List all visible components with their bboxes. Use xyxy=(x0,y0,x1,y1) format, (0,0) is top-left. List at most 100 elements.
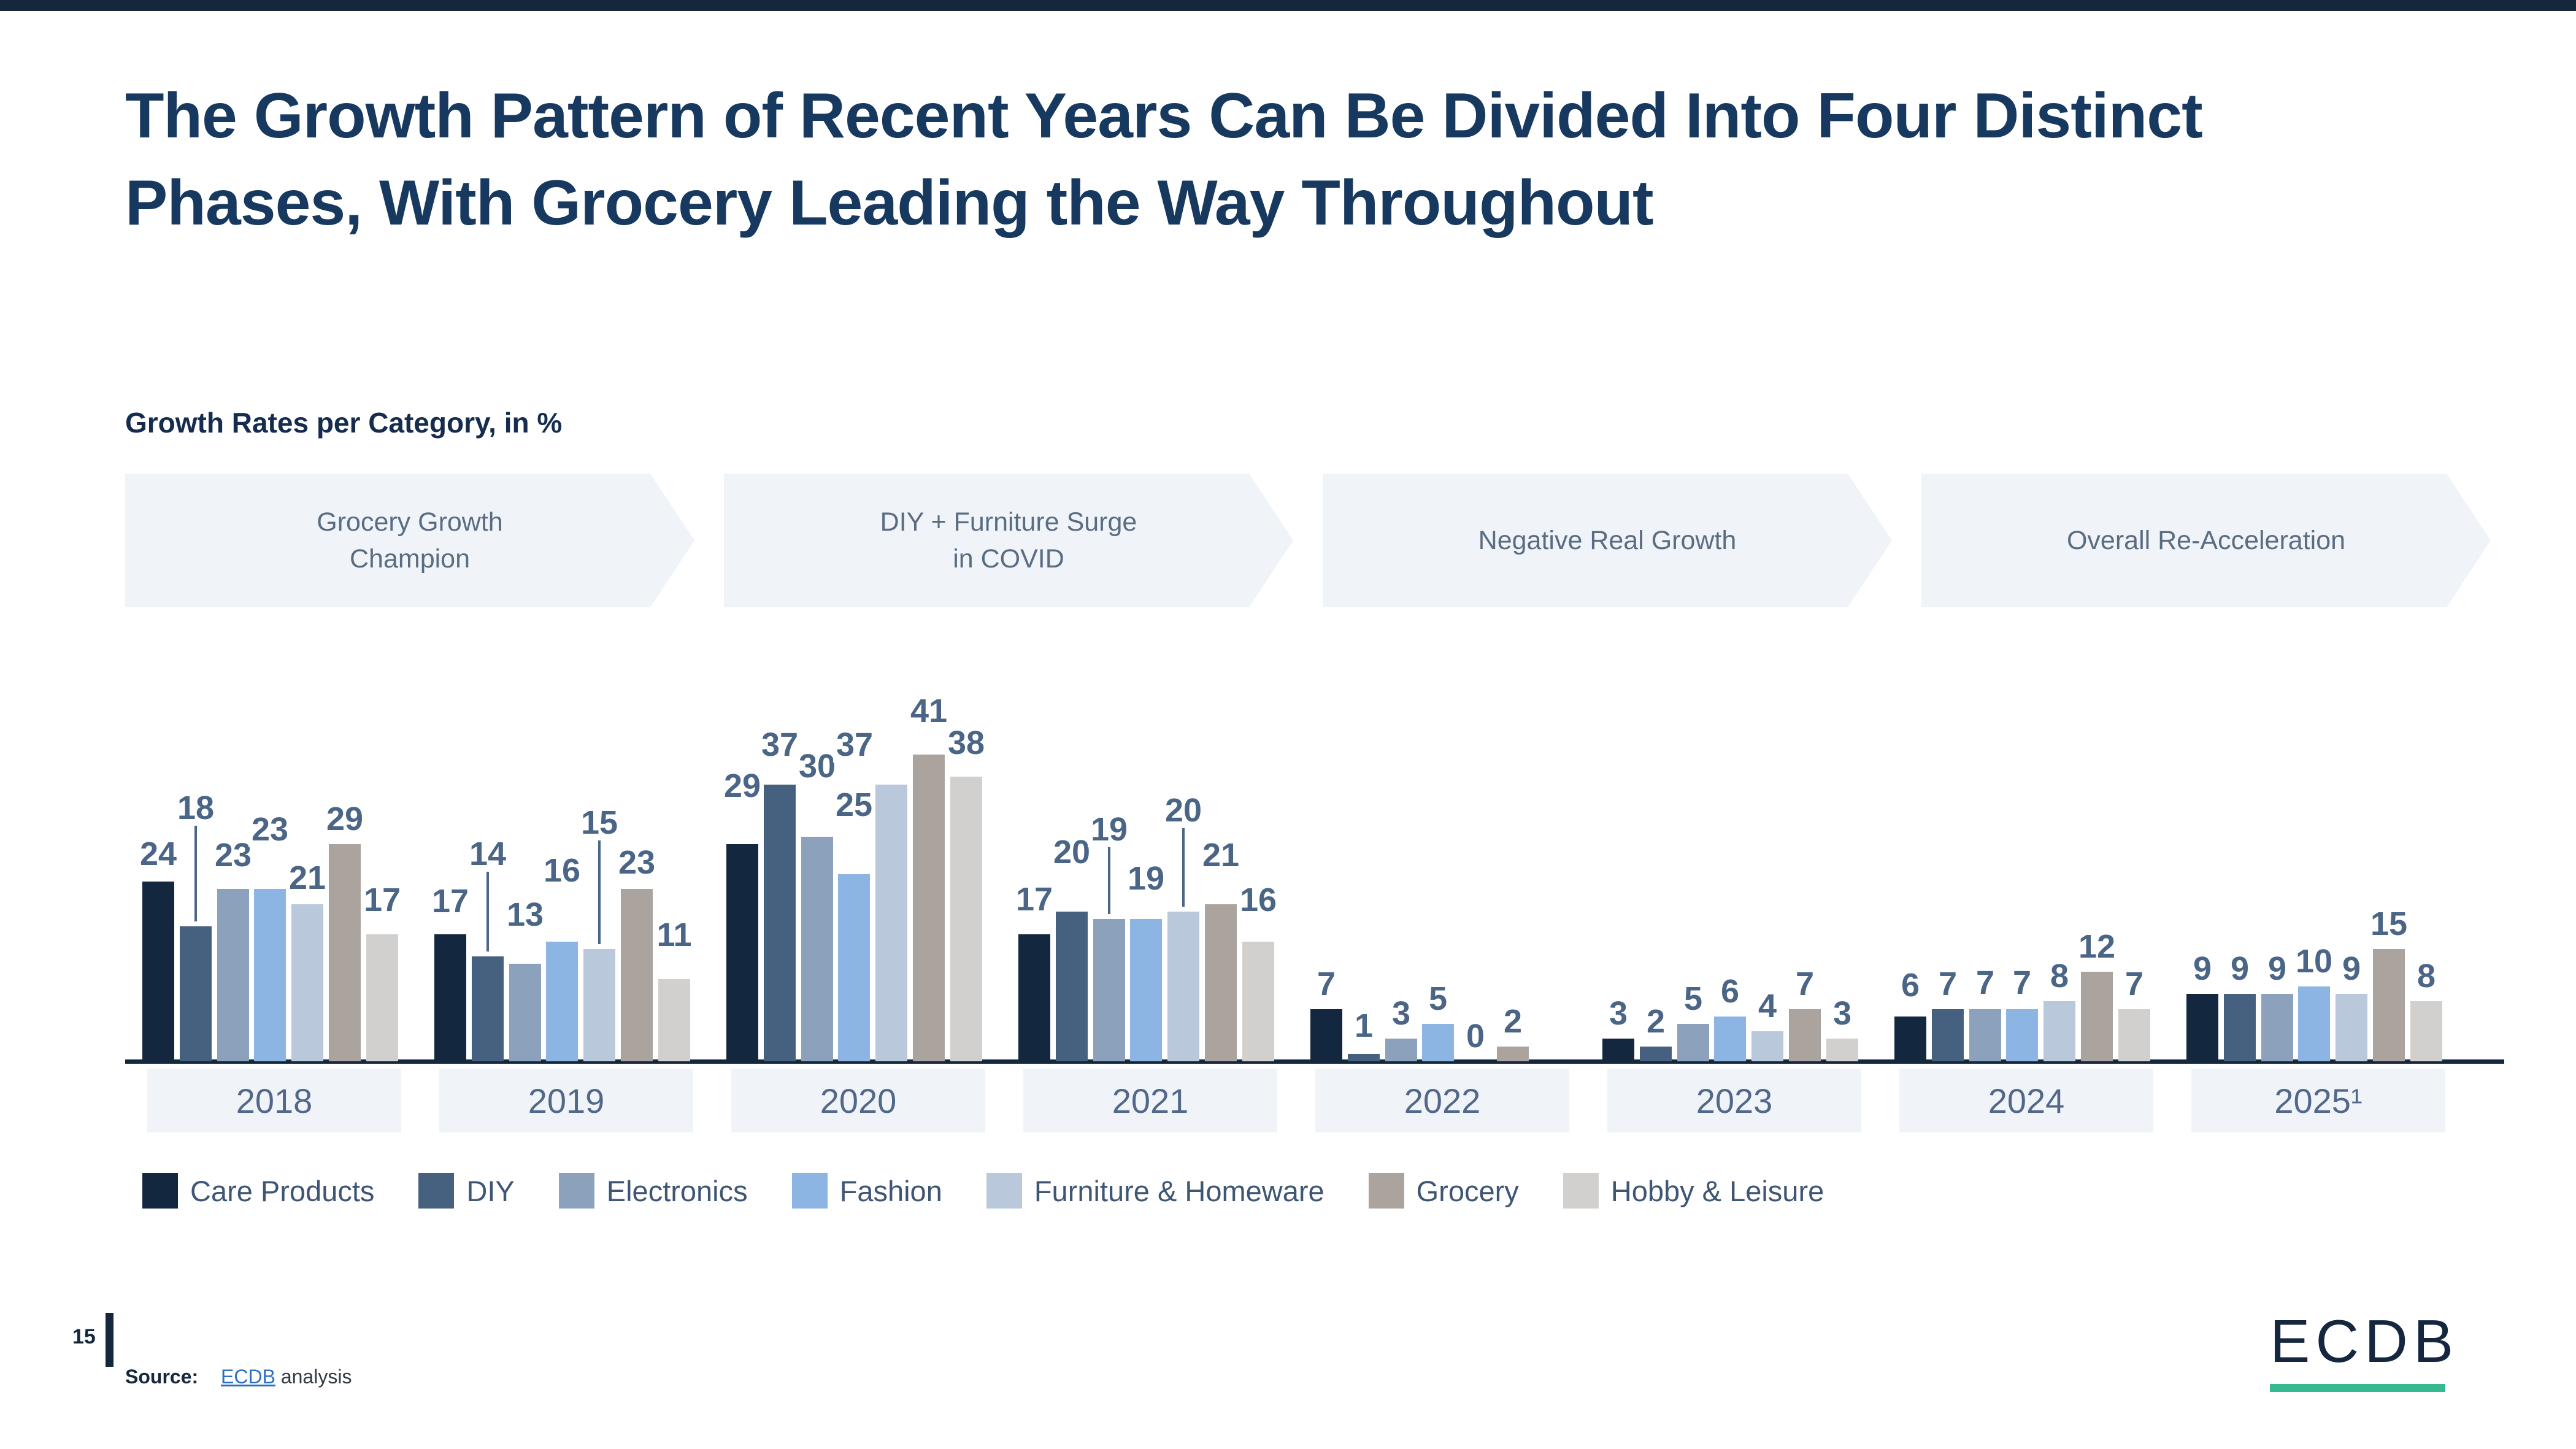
legend-label: Grocery xyxy=(1416,1174,1519,1207)
legend-label: Care Products xyxy=(190,1174,375,1207)
value-label: 2 xyxy=(1643,1004,1669,1039)
value-label: 7 xyxy=(2009,965,2035,1001)
value-label: 30 xyxy=(795,748,839,784)
year-label: 2023 xyxy=(1696,1081,1773,1120)
bar-2023-grocery xyxy=(1789,1009,1821,1061)
bar-2023-diy xyxy=(1640,1047,1672,1061)
value-label: 14 xyxy=(466,836,510,872)
value-label: 41 xyxy=(907,693,951,729)
value-label: 9 xyxy=(2339,951,2364,986)
value-label: 17 xyxy=(428,883,472,919)
bar-2025-care-products xyxy=(2186,994,2218,1061)
year-label-strip: 2021 xyxy=(1023,1069,1277,1132)
chart-legend: Care Products DIY Electronics Fashion Furnit… xyxy=(142,1173,1868,1209)
bar-2019-electronics xyxy=(509,964,541,1061)
value-label: 7 xyxy=(1313,966,1339,1002)
legend-swatch xyxy=(986,1173,1022,1209)
value-label: 7 xyxy=(1972,965,1998,1001)
legend-swatch xyxy=(1563,1173,1599,1209)
value-label: 20 xyxy=(1161,793,1205,828)
phase-arrow-label: Overall Re-Acceleration xyxy=(2066,526,2346,555)
value-label: 19 xyxy=(1087,812,1131,847)
value-label: 16 xyxy=(540,853,584,888)
value-label: 20 xyxy=(1050,834,1094,870)
value-label: 21 xyxy=(1199,837,1243,873)
value-label: 8 xyxy=(2047,958,2072,994)
legend-item-care-products: Care Products xyxy=(142,1173,374,1209)
bar-2022-grocery xyxy=(1497,1047,1529,1061)
value-label: 10 xyxy=(2292,944,2336,979)
value-label: 7 xyxy=(2121,966,2147,1002)
value-label: 3 xyxy=(1829,996,1855,1031)
bar-2020-electronics xyxy=(801,837,833,1061)
value-label: 9 xyxy=(2264,951,2290,986)
year-label-strip: 2018 xyxy=(147,1069,401,1132)
value-label: 29 xyxy=(720,768,764,804)
chart-subtitle: Growth Rates per Category, in % xyxy=(125,407,563,439)
value-label: 11 xyxy=(653,917,695,953)
page-number: 15 xyxy=(72,1325,96,1348)
bar-2020-fashion xyxy=(838,874,870,1061)
value-label: 21 xyxy=(285,860,329,896)
legend-item-furniture-homeware: Furniture & Homeware xyxy=(986,1173,1325,1209)
bar-2021-electronics xyxy=(1093,919,1125,1061)
x-axis-line xyxy=(125,1059,2504,1064)
value-label: 29 xyxy=(323,801,367,837)
value-label: 5 xyxy=(1680,981,1706,1017)
bar-2018-fashion xyxy=(254,889,286,1061)
value-label-callout-line xyxy=(1108,847,1110,914)
value-label: 7 xyxy=(1792,966,1818,1002)
phase-arrow-label: Grocery Growth xyxy=(317,507,503,537)
bar-2023-electronics xyxy=(1677,1024,1709,1061)
top-accent-bar xyxy=(0,0,2576,11)
value-label: 25 xyxy=(832,787,876,823)
legend-swatch xyxy=(1368,1173,1404,1209)
bar-2024-hobby-leisure xyxy=(2118,1009,2150,1061)
phase-arrow-2: DIY + Furniture Surge in COVID xyxy=(724,474,1293,607)
bar-2024-care-products xyxy=(1894,1017,1926,1061)
legend-swatch xyxy=(558,1173,594,1209)
bar-2018-care-products xyxy=(142,882,174,1061)
value-label: 17 xyxy=(360,882,404,918)
bar-2018-electronics xyxy=(217,889,249,1061)
bar-2024-furniture-homeware xyxy=(2043,1001,2075,1061)
bar-2020-hobby-leisure xyxy=(950,777,982,1061)
legend-label: Furniture & Homeware xyxy=(1034,1174,1325,1207)
bar-2022-diy xyxy=(1348,1054,1380,1061)
year-label: 2024 xyxy=(1988,1081,2065,1120)
year-label-strip: 2022 xyxy=(1315,1069,1569,1132)
page-number-divider xyxy=(106,1313,113,1367)
legend-label: Hobby & Leisure xyxy=(1610,1174,1824,1207)
bar-2022-electronics xyxy=(1385,1039,1417,1061)
value-label: 12 xyxy=(2075,929,2119,964)
bar-2021-furniture-homeware xyxy=(1167,912,1199,1061)
bar-2025-diy xyxy=(2224,994,2256,1061)
source-link[interactable]: ECDB xyxy=(221,1366,275,1388)
value-label-callout-line xyxy=(486,872,489,951)
legend-swatch xyxy=(142,1173,178,1209)
legend-item-hobby-leisure: Hobby & Leisure xyxy=(1563,1173,1824,1209)
legend-swatch xyxy=(791,1173,828,1209)
year-label-strip: 2023 xyxy=(1607,1069,1861,1132)
value-label: 9 xyxy=(2190,951,2215,986)
value-label-callout-line xyxy=(1182,828,1185,907)
value-label-callout-line xyxy=(598,840,601,944)
value-label: 9 xyxy=(2227,951,2253,986)
value-label: 6 xyxy=(1717,974,1743,1009)
value-label: 13 xyxy=(503,897,547,932)
bar-2019-fashion xyxy=(546,942,578,1061)
value-label: 19 xyxy=(1124,861,1168,896)
value-label: 4 xyxy=(1755,988,1780,1024)
bar-2023-care-products xyxy=(1602,1039,1634,1061)
year-label: 2021 xyxy=(1112,1081,1189,1120)
bar-2020-diy xyxy=(764,785,796,1061)
bar-2019-furniture-homeware xyxy=(583,949,615,1061)
year-label-strip: 2020 xyxy=(731,1069,985,1132)
legend-swatch xyxy=(418,1173,455,1209)
bar-2024-diy xyxy=(1932,1009,1964,1061)
ecdb-logo-underline xyxy=(2270,1384,2445,1392)
value-label: 15 xyxy=(577,805,621,840)
ecdb-logo: ECDB xyxy=(2270,1310,2453,1392)
year-label: 2020 xyxy=(820,1081,897,1120)
